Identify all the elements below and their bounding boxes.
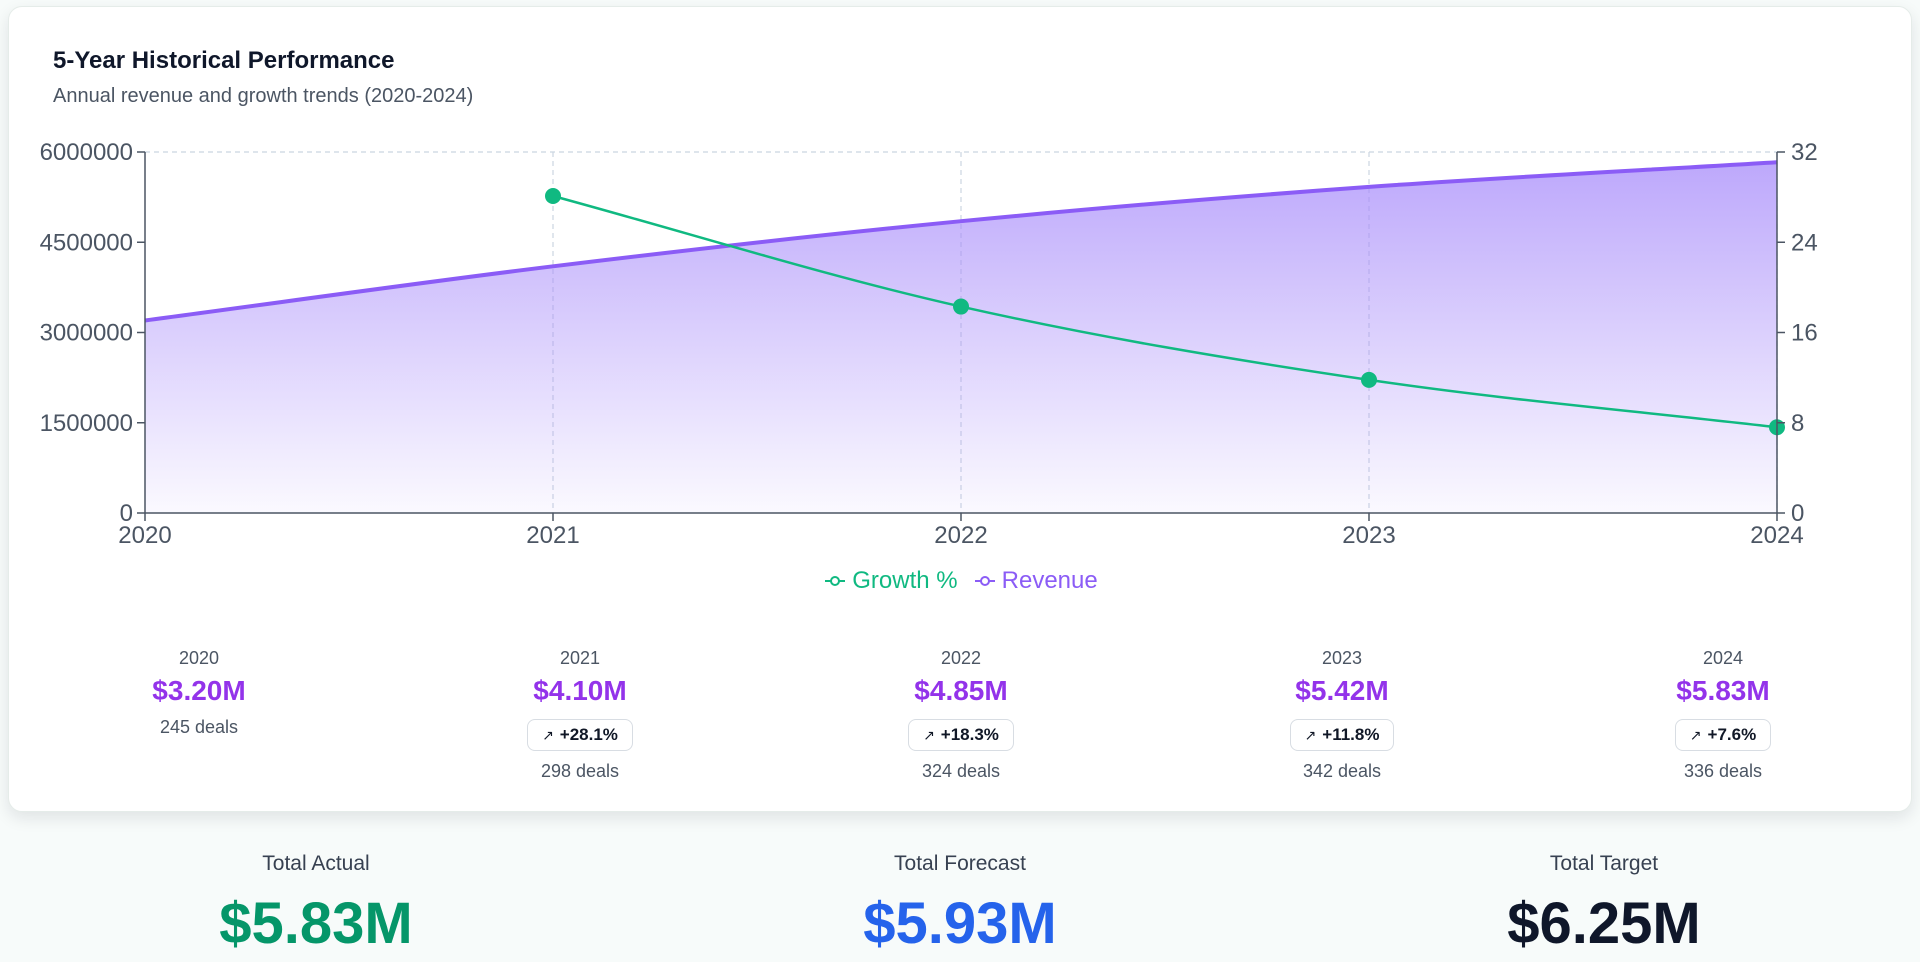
- stat-deals: 245 deals: [159, 717, 239, 737]
- stat-deals: 298 deals: [540, 761, 620, 781]
- stat-value: $4.10M: [533, 675, 627, 706]
- x-tick-label: 2021: [526, 522, 579, 549]
- total-forecast: Total Forecast $5.93M: [750, 852, 1170, 956]
- stat-2022: 2022 $4.85M ↗ +18.3% 324 deals: [831, 647, 1091, 782]
- growth-badge-value: +7.6%: [1707, 725, 1757, 744]
- revenue-line: [144, 160, 1778, 323]
- stat-year: 2021: [559, 648, 601, 668]
- stat-2023: 2023 $5.42M ↗ +11.8% 342 deals: [1212, 647, 1472, 782]
- line-marker-icon: [825, 576, 846, 586]
- stat-deals: 324 deals: [921, 761, 1001, 781]
- y-right-tick-label: 16: [1791, 320, 1818, 347]
- growth-point: [545, 187, 561, 204]
- card-title: 5-Year Historical Performance: [53, 47, 395, 74]
- stat-value: $3.20M: [152, 675, 246, 706]
- stat-year: 2020: [178, 648, 220, 668]
- line-marker-icon: [974, 576, 995, 586]
- legend-item-growth[interactable]: Growth %: [824, 567, 958, 595]
- trending-up-icon: ↗: [1689, 726, 1702, 743]
- legend-label-revenue: Revenue: [1001, 567, 1098, 594]
- y-right-tick-label: 32: [1791, 139, 1818, 166]
- total-forecast-value: $5.93M: [863, 891, 1057, 956]
- x-tick-label: 2023: [1342, 522, 1395, 549]
- stat-value: $5.42M: [1295, 675, 1389, 706]
- x-tick-label: 2024: [1750, 522, 1803, 549]
- total-actual-value: $5.83M: [219, 891, 413, 956]
- trending-up-icon: ↗: [1304, 726, 1317, 743]
- total-target-label: Total Target: [1549, 852, 1659, 875]
- y-left-tick-label: 0: [120, 500, 133, 527]
- stat-2020: 2020 $3.20M 245 deals: [69, 647, 329, 782]
- growth-line: [552, 194, 1778, 429]
- trending-up-icon: ↗: [542, 726, 554, 743]
- growth-badge: ↗ +28.1%: [527, 719, 633, 751]
- y-left-tick-label: 3000000: [40, 320, 133, 347]
- x-tick-label: 2020: [118, 522, 171, 549]
- total-target-value: $6.25M: [1507, 891, 1701, 956]
- growth-point: [1361, 371, 1377, 388]
- total-actual: Total Actual $5.83M: [106, 852, 526, 956]
- growth-badge-value: +18.3%: [940, 725, 999, 744]
- y-left-tick-label: 4500000: [40, 229, 133, 256]
- total-forecast-label: Total Forecast: [894, 852, 1026, 875]
- growth-badge: ↗ +7.6%: [1674, 719, 1772, 751]
- total-target: Total Target $6.25M: [1394, 852, 1814, 956]
- stat-2024: 2024 $5.83M ↗ +7.6% 336 deals: [1593, 647, 1853, 782]
- y-right-tick-label: 24: [1791, 229, 1818, 256]
- performance-chart: 0 1500000 3000000 4500000 6000000 0 8 16 24 32 202…: [40, 139, 1818, 549]
- y-right-tick-label: 0: [1791, 500, 1804, 527]
- stat-deals: 342 deals: [1302, 761, 1382, 781]
- card-subtitle: Annual revenue and growth trends (2020-2…: [53, 85, 474, 107]
- y-right-tick-label: 8: [1791, 410, 1804, 437]
- stat-year: 2024: [1702, 648, 1744, 668]
- growth-badge-value: +11.8%: [1322, 725, 1380, 744]
- stat-2021: 2021 $4.10M ↗ +28.1% 298 deals: [450, 647, 710, 782]
- totals-summary: Total Actual $5.83M Total Forecast $5.93…: [0, 852, 1920, 962]
- stat-year: 2023: [1321, 648, 1363, 668]
- stat-value: $5.83M: [1676, 675, 1770, 706]
- legend-item-revenue[interactable]: Revenue: [974, 567, 1098, 595]
- growth-badge-value: +28.1%: [559, 725, 618, 744]
- total-actual-label: Total Actual: [262, 852, 370, 875]
- performance-card: 5-Year Historical Performance Annual rev…: [8, 6, 1912, 812]
- stat-deals: 336 deals: [1683, 761, 1763, 781]
- chart-legend: Growth % Revenue: [9, 567, 1913, 595]
- growth-point: [953, 298, 969, 315]
- stat-value: $4.85M: [914, 675, 1008, 706]
- trending-up-icon: ↗: [923, 726, 935, 743]
- y-left-tick-label: 1500000: [40, 410, 133, 437]
- stat-year: 2022: [940, 648, 982, 668]
- growth-badge: ↗ +18.3%: [908, 719, 1014, 751]
- x-tick-label: 2022: [934, 522, 987, 549]
- y-left-tick-label: 6000000: [40, 139, 133, 166]
- yearly-stats: 2020 $3.20M 245 deals 2021 $4.10M ↗ +28.…: [69, 647, 1853, 782]
- revenue-area: [145, 162, 1777, 513]
- legend-label-growth: Growth %: [852, 567, 958, 594]
- growth-badge: ↗ +11.8%: [1289, 719, 1395, 751]
